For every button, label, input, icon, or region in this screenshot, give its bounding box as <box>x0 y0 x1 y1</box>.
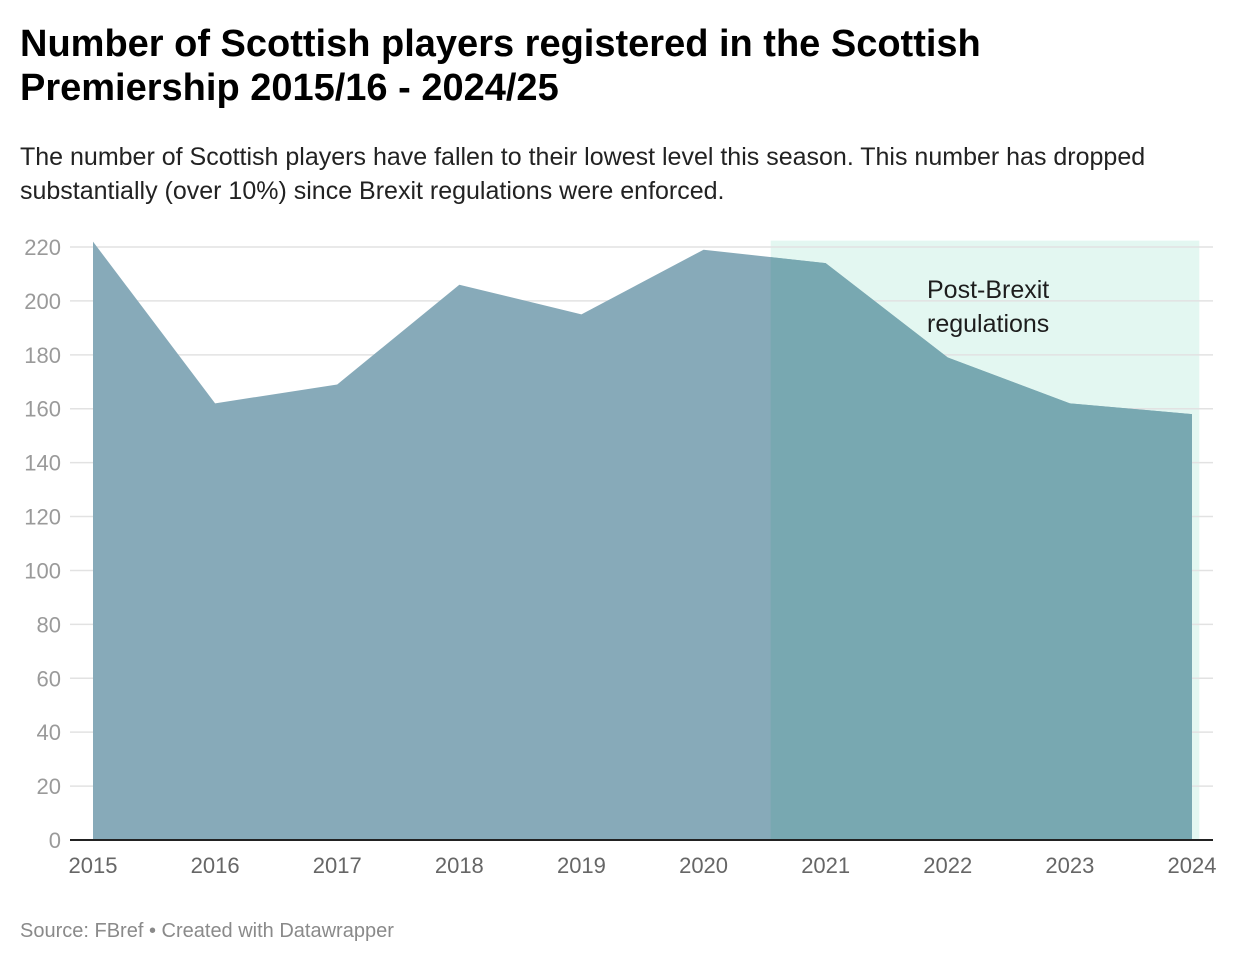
x-tick-label: 2017 <box>313 853 362 878</box>
y-tick-label: 200 <box>24 289 61 314</box>
y-tick-label: 0 <box>49 828 61 853</box>
x-tick-label: 2021 <box>801 853 850 878</box>
y-tick-label: 60 <box>37 666 61 691</box>
credit-label: Created with Datawrapper <box>161 920 394 942</box>
y-tick-label: 20 <box>37 774 61 799</box>
y-tick-label: 120 <box>24 505 61 530</box>
annotation-line-2: regulations <box>927 310 1049 338</box>
y-tick-label: 180 <box>24 343 61 368</box>
x-tick-label: 2022 <box>923 853 972 878</box>
footer: Source: FBref • Created with Datawrapper <box>20 920 394 943</box>
x-tick-label: 2016 <box>191 853 240 878</box>
footer-separator: • <box>148 920 156 942</box>
y-tick-label: 100 <box>24 558 61 583</box>
annotation-line-1: Post-Brexit <box>927 276 1049 304</box>
y-tick-label: 220 <box>24 235 61 260</box>
source-label: Source: FBref <box>20 920 144 942</box>
x-tick-label: 2015 <box>69 853 118 878</box>
y-tick-label: 80 <box>37 612 61 637</box>
y-tick-label: 140 <box>24 451 61 476</box>
x-tick-label: 2018 <box>435 853 484 878</box>
chart-title: Number of Scottish players registered in… <box>20 23 981 109</box>
highlighted-area-series <box>770 257 1192 840</box>
y-tick-label: 40 <box>37 720 61 745</box>
chart-subtitle: The number of Scottish players have fall… <box>20 143 1146 205</box>
x-tick-label: 2023 <box>1045 853 1094 878</box>
x-tick-label: 2024 <box>1168 853 1217 878</box>
x-tick-label: 2020 <box>679 853 728 878</box>
x-axis: 2015 2016 2017 2018 2019 2020 2021 2022 2023 2024 <box>69 853 1217 878</box>
y-tick-label: 160 <box>24 397 61 422</box>
x-tick-label: 2019 <box>557 853 606 878</box>
y-axis: 0 20 40 60 80 100 120 140 160 180 200 220 <box>24 235 61 853</box>
